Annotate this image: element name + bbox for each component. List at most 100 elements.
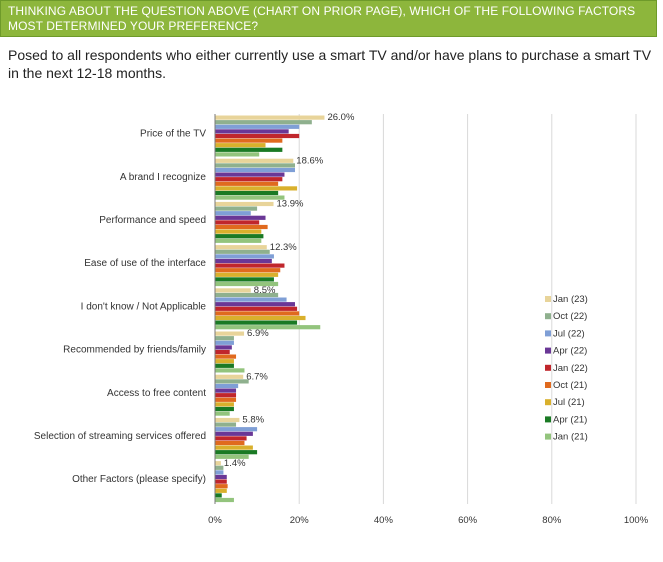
bar bbox=[215, 331, 245, 336]
bar bbox=[215, 345, 232, 350]
category-label: Access to free content bbox=[107, 388, 206, 399]
x-axis-ticks: 0% 20% 40% 60% 80% 100% bbox=[208, 515, 649, 526]
legend-label: Oct (22) bbox=[553, 311, 587, 322]
bar bbox=[215, 249, 270, 254]
bar bbox=[215, 206, 258, 211]
bar bbox=[215, 427, 258, 432]
bar bbox=[215, 383, 239, 389]
category-label: Ease of use of the interface bbox=[84, 258, 206, 269]
bar bbox=[215, 138, 283, 143]
bar bbox=[215, 336, 234, 341]
x-tick-label: 20% bbox=[290, 515, 310, 526]
bar bbox=[215, 177, 283, 182]
bar bbox=[215, 497, 234, 503]
data-label: 26.0% bbox=[327, 112, 354, 123]
bar bbox=[215, 234, 264, 239]
bar bbox=[215, 272, 279, 277]
bar bbox=[215, 315, 306, 321]
bar bbox=[215, 245, 267, 250]
bar bbox=[215, 363, 234, 368]
bar bbox=[215, 411, 230, 416]
bar bbox=[215, 359, 234, 364]
bar bbox=[215, 320, 298, 325]
bar bbox=[215, 190, 279, 196]
bar bbox=[215, 181, 279, 186]
legend-swatch bbox=[545, 313, 551, 320]
data-label: 6.9% bbox=[247, 328, 269, 339]
legend-swatch bbox=[545, 416, 551, 423]
bar bbox=[215, 379, 249, 384]
bar bbox=[215, 268, 281, 273]
bar bbox=[215, 292, 279, 298]
data-label: 1.4% bbox=[224, 458, 246, 469]
bar bbox=[215, 115, 325, 120]
bar bbox=[215, 450, 258, 455]
legend-swatch bbox=[545, 433, 551, 440]
data-label: 5.8% bbox=[242, 415, 264, 426]
bar bbox=[215, 465, 224, 470]
bars bbox=[215, 115, 325, 503]
data-label: 18.6% bbox=[296, 155, 323, 166]
category-labels: Price of the TV A brand I recognize Perfor… bbox=[34, 129, 207, 486]
bar bbox=[215, 220, 260, 225]
data-labels: 26.0% 18.6% 13.9% 12.3% 8.5% 6.9% 6.7% 5.8% 1.4% bbox=[224, 112, 355, 469]
legend-label: Jul (21) bbox=[553, 397, 585, 408]
bar bbox=[215, 368, 245, 373]
bar bbox=[215, 474, 227, 480]
legend-swatch bbox=[545, 399, 551, 406]
bar bbox=[215, 445, 253, 450]
data-label: 8.5% bbox=[254, 285, 276, 296]
legend-swatch bbox=[545, 330, 551, 337]
bar bbox=[215, 493, 222, 498]
category-label: A brand I recognize bbox=[120, 172, 207, 183]
legend-swatch bbox=[545, 347, 551, 354]
bar bbox=[215, 288, 251, 293]
bar bbox=[215, 393, 237, 398]
bar bbox=[215, 354, 237, 359]
bar bbox=[215, 397, 237, 402]
bar bbox=[215, 163, 295, 168]
x-tick-label: 100% bbox=[624, 515, 649, 526]
legend-label: Jul (22) bbox=[553, 328, 585, 339]
category-label: Price of the TV bbox=[140, 129, 206, 140]
legend: Jan (23) Oct (22) Jul (22) Apr (22) Jan (22)… bbox=[545, 294, 588, 443]
bar bbox=[215, 470, 224, 475]
bar bbox=[215, 238, 262, 243]
bar bbox=[215, 258, 272, 264]
bar bbox=[215, 224, 268, 230]
bar bbox=[215, 440, 245, 446]
bar bbox=[215, 229, 262, 234]
bar bbox=[215, 488, 227, 493]
bar bbox=[215, 484, 228, 489]
bar bbox=[215, 277, 274, 282]
x-tick-label: 0% bbox=[208, 515, 222, 526]
category-label: Other Factors (please specify) bbox=[72, 474, 206, 485]
bar bbox=[215, 281, 279, 287]
bar bbox=[215, 158, 294, 163]
bar bbox=[215, 340, 234, 345]
bar bbox=[215, 436, 247, 441]
bar bbox=[215, 254, 274, 259]
bar bbox=[215, 186, 298, 191]
x-tick-label: 80% bbox=[542, 515, 562, 526]
bar bbox=[215, 311, 300, 316]
bar bbox=[215, 374, 244, 379]
bar bbox=[215, 172, 285, 177]
bar bbox=[215, 120, 312, 125]
legend-swatch bbox=[545, 382, 551, 388]
legend-label: Oct (21) bbox=[553, 380, 587, 391]
category-label: Selection of streaming services offered bbox=[34, 431, 206, 442]
question-subtitle: Posed to all respondents who either curr… bbox=[8, 47, 652, 81]
bar bbox=[215, 143, 266, 148]
bar bbox=[215, 461, 221, 466]
bar bbox=[215, 129, 289, 134]
bar bbox=[215, 406, 234, 412]
legend-label: Apr (22) bbox=[553, 346, 587, 357]
bar bbox=[215, 402, 234, 407]
bar bbox=[215, 211, 251, 216]
x-tick-label: 40% bbox=[374, 515, 394, 526]
bar bbox=[215, 388, 237, 393]
legend-label: Jan (21) bbox=[553, 432, 588, 443]
bar bbox=[215, 306, 298, 311]
